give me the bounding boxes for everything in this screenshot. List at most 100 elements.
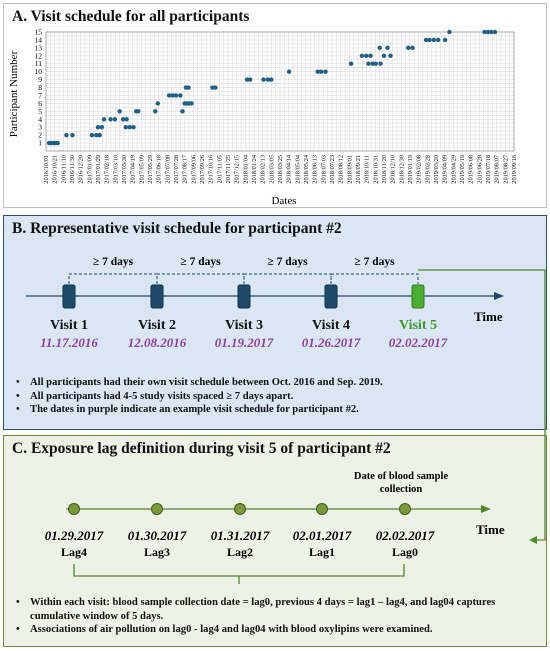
note-item: The dates in purple indicate an example …: [14, 403, 383, 417]
visit-point: [431, 37, 437, 43]
visit-point: [136, 109, 141, 114]
visit-date: 02.02.2017: [389, 335, 448, 350]
y-tick-label: 4: [38, 115, 42, 124]
x-tick-label: 2019/02/08: [416, 155, 423, 184]
lag-label: Lag4: [61, 545, 87, 559]
visit-point: [70, 132, 75, 138]
visit-point: [366, 61, 371, 66]
y-tick-label: 11: [35, 59, 42, 68]
visit-point: [388, 53, 393, 58]
timeline-time-label: Time: [474, 309, 503, 324]
y-tick-label: 6: [38, 99, 42, 108]
x-tick-label: 2017/09/06: [190, 155, 197, 184]
x-tick-label: 2016/11/30: [69, 155, 76, 183]
x-tick-label: 2016/10/21: [52, 155, 59, 184]
y-tick-label: 9: [38, 75, 42, 84]
cumulative-window-brace: [73, 564, 405, 584]
x-tick-label: 2019/08/07: [494, 155, 501, 184]
blood-sample-label: Date of blood sample: [354, 471, 449, 482]
y-tick-label: 7: [38, 91, 42, 100]
visit-point: [55, 140, 60, 146]
chart-axes: [45, 31, 515, 152]
connector-arrowhead: [529, 536, 537, 544]
visit-point: [359, 53, 365, 58]
visit-point: [180, 109, 185, 114]
x-tick-label: 2017/04/19: [130, 155, 137, 184]
panel-c-notes: Within each visit: blood sample collecti…: [14, 596, 539, 637]
visit-point: [406, 45, 411, 51]
x-tick-label: 2018/12/10: [390, 155, 397, 184]
x-tick-label: 2018/05/04: [294, 154, 301, 184]
x-tick-label: 2018/12/30: [398, 155, 405, 184]
x-tick-label: 2017/03/10: [112, 155, 119, 184]
visit-point: [482, 29, 487, 35]
visit-point: [99, 125, 105, 130]
x-tick-label: 2019/04/29: [450, 155, 457, 184]
lag-date: 01.29.2017: [45, 528, 104, 543]
x-tick-label: 2017/03/30: [121, 155, 128, 184]
x-tick-label: 2019/04/09: [442, 155, 449, 184]
visit-point: [64, 132, 69, 138]
x-tick-label: 2018/07/03: [320, 155, 327, 184]
visit-point: [95, 125, 101, 130]
x-tick-label: 2019/06/08: [468, 155, 475, 184]
visit-point: [131, 125, 136, 130]
visit-point: [97, 132, 102, 138]
visit-timeline: ≥ 7 days ≥ 7 days ≥ 7 days ≥ 7 days Time Vi…: [26, 256, 504, 350]
x-tick-label: 2017/09/26: [199, 155, 206, 184]
x-tick-label: 2017/05/09: [138, 155, 145, 184]
visit-point: [173, 93, 179, 98]
x-tick-label: 2018/09/21: [355, 155, 362, 184]
visit-marker: [150, 284, 164, 309]
x-tick-label: 2018/08/12: [338, 155, 345, 184]
lag-timeline: Date of blood sample collection Time 01.…: [45, 471, 505, 584]
y-tick-label: 1: [38, 139, 42, 148]
x-tick-label: 2018/10/11: [364, 155, 371, 183]
x-tick-label: 2018/06/13: [312, 155, 319, 184]
gap-label: ≥ 7 days: [180, 256, 221, 268]
x-tick-label: 2019/01/19: [407, 155, 414, 184]
gap-label: ≥ 7 days: [93, 256, 134, 268]
gap-label: ≥ 7 days: [267, 256, 308, 268]
visit-point: [286, 69, 292, 74]
visit-point: [435, 37, 441, 43]
visit-point: [117, 109, 122, 114]
visit-labels: Visit 1 Visit 2 Visit 3 Visit 4 Visit 5: [50, 318, 437, 333]
visit-point: [368, 53, 373, 58]
visit-point: [123, 125, 128, 130]
panel-b-notes: All participants had their own visit sch…: [14, 376, 383, 417]
x-tick-label: 2017/11/05: [216, 155, 223, 183]
timeline-arrowhead: [494, 292, 504, 300]
x-tick-label: 2017/12/15: [234, 155, 241, 184]
x-tick-label: 2017/05/29: [147, 155, 154, 184]
x-tick-label: 2017/01/09: [86, 155, 93, 184]
x-tick-label: 2019/06/28: [476, 155, 483, 184]
x-tick-label: 2018/02/13: [260, 155, 267, 184]
x-tick-label: 2019/08/27: [502, 155, 509, 184]
visit-point: [410, 45, 415, 51]
visit-point: [244, 77, 250, 82]
panel-c-title: C. Exposure lag definition during visit …: [12, 440, 391, 457]
visit-point: [155, 101, 160, 106]
visit-point: [261, 77, 266, 82]
note-item: Within each visit: blood sample collecti…: [14, 596, 539, 623]
visit-point: [269, 77, 274, 82]
visit-point: [318, 69, 324, 74]
y-tick-label: 12: [35, 51, 43, 60]
blood-sample-label-cont: collection: [380, 484, 423, 495]
visit-point: [124, 117, 129, 122]
x-tick-label: 2017/10/16: [208, 155, 215, 184]
x-tick-label: 2018/03/05: [268, 155, 275, 184]
lag-dot: [151, 503, 163, 515]
panel-c: C. Exposure lag definition during visit …: [3, 435, 547, 647]
x-tick-label: 2017/08/17: [182, 155, 189, 184]
lag-label: Lag0: [392, 545, 418, 559]
lag-date: 02.01.2017: [293, 528, 352, 543]
visit-point: [120, 117, 126, 122]
x-axis-label: Dates: [271, 195, 296, 207]
visit-date: 11.17.2016: [40, 335, 98, 350]
visit-point: [377, 45, 382, 51]
visit-date: 01.26.2017: [302, 335, 361, 350]
